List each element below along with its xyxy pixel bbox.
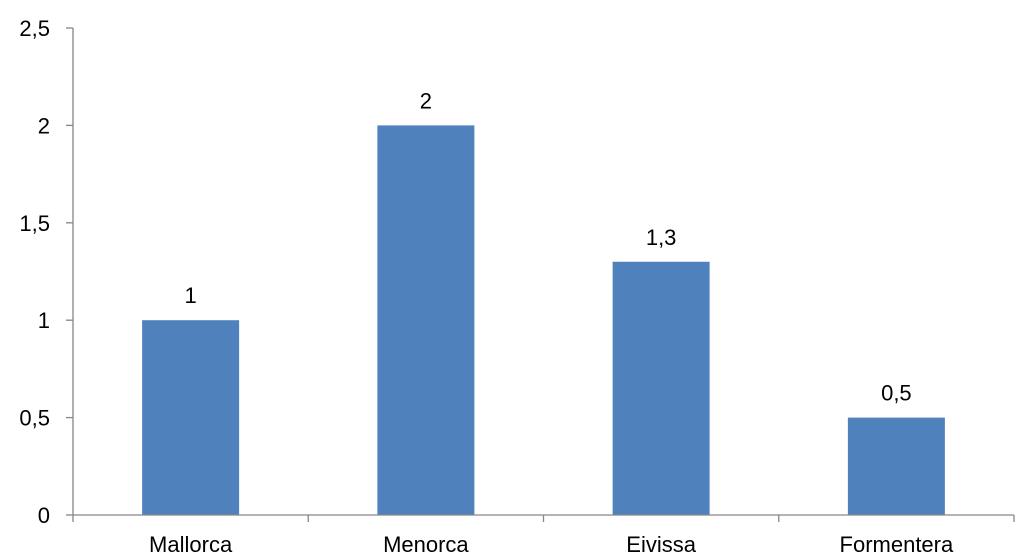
bar-eivissa: [612, 261, 710, 515]
bar-mallorca: [142, 320, 240, 515]
data-label: 1,3: [646, 225, 677, 250]
data-label: 0,5: [881, 381, 912, 406]
data-label: 1: [185, 283, 197, 308]
y-tick-label: 0,5: [19, 406, 50, 431]
bar-menorca: [377, 125, 475, 516]
data-labels-group: 1 2 1,3 0,5: [185, 88, 912, 405]
y-tick-label: 2: [38, 113, 50, 138]
y-tick-label: 0: [38, 503, 50, 528]
x-category-label: Menorca: [383, 532, 469, 557]
data-label: 2: [420, 88, 432, 113]
x-category-label: Eivissa: [626, 532, 696, 557]
y-tick-label: 2,5: [19, 16, 50, 41]
y-ticks-group: 0 0,5 1 1,5 2 2,5: [19, 16, 73, 528]
y-tick-label: 1: [38, 308, 50, 333]
bar-formentera: [847, 417, 945, 515]
x-category-label: Mallorca: [149, 532, 233, 557]
bars-group: [142, 125, 945, 516]
x-ticks-group: Mallorca Menorca Eivissa Formentera: [72, 515, 1015, 557]
y-tick-label: 1,5: [19, 211, 50, 236]
x-category-label: Formentera: [840, 532, 954, 557]
